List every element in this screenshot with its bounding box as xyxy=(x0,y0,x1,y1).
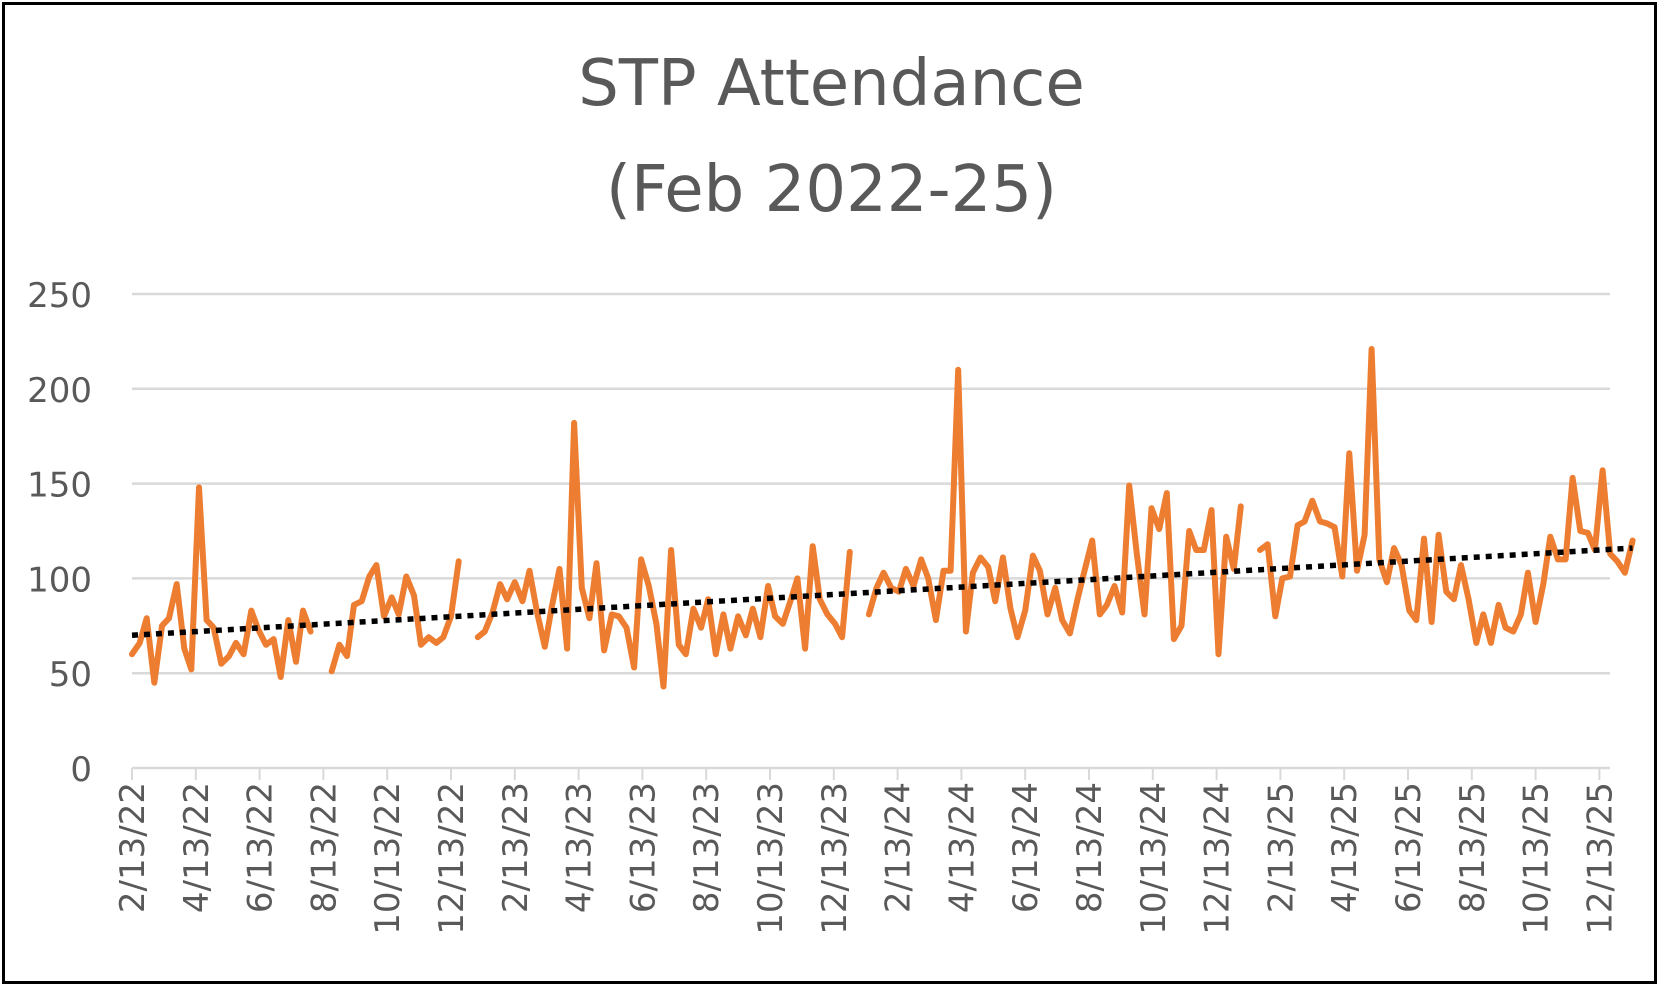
x-tick-label: 10/13/22 xyxy=(368,782,408,935)
series-group xyxy=(129,346,1636,690)
x-tick-label: 12/13/25 xyxy=(1580,782,1620,935)
x-tick-label: 10/13/23 xyxy=(751,782,791,935)
x-axis: 2/13/22 4/13/22 6/13/22 8/13/22 10/13/22 12/1… xyxy=(113,766,1620,935)
chart-title: STP Attendance xyxy=(578,47,1085,121)
x-tick-label: 8/13/25 xyxy=(1453,782,1493,913)
x-tick-label: 12/13/23 xyxy=(815,782,855,935)
attendance-line-segment-4 xyxy=(865,366,1244,658)
y-tick-label: 50 xyxy=(49,655,92,695)
x-tick-label: 2/13/22 xyxy=(113,782,153,913)
linear-trendline xyxy=(131,545,1633,639)
x-tick-label: 6/13/25 xyxy=(1389,782,1429,913)
y-tick-label: 0 xyxy=(70,750,92,790)
attendance-line-segment-5 xyxy=(1257,346,1636,646)
x-tick-label: 2/13/25 xyxy=(1261,782,1301,913)
x-tick-label: 8/13/22 xyxy=(304,782,344,913)
x-tick-label: 6/13/23 xyxy=(623,782,663,913)
attendance-line-segment-3 xyxy=(474,419,853,690)
y-axis-tick-labels: 0 50 100 150 200 250 xyxy=(27,276,92,790)
x-tick-label: 8/13/23 xyxy=(687,782,727,913)
x-tick-label: 10/13/25 xyxy=(1517,782,1557,935)
trendline-group xyxy=(131,545,1633,639)
x-tick-label: 2/13/23 xyxy=(496,782,536,913)
x-tick-label: 4/13/24 xyxy=(942,782,982,913)
y-tick-label: 100 xyxy=(27,560,92,600)
x-tick-label: 4/13/23 xyxy=(560,782,600,913)
x-tick-label: 8/13/24 xyxy=(1070,782,1110,913)
y-tick-label: 150 xyxy=(27,466,92,506)
y-tick-label: 200 xyxy=(27,371,92,411)
x-tick-label: 12/13/24 xyxy=(1198,782,1238,935)
x-tick-label: 4/13/22 xyxy=(177,782,217,913)
x-tick-label: 12/13/22 xyxy=(432,782,472,935)
x-tick-label: 4/13/25 xyxy=(1325,782,1365,913)
attendance-line-segment-1 xyxy=(129,484,314,686)
attendance-line-segment-2 xyxy=(328,558,462,675)
x-tick-label: 6/13/24 xyxy=(1006,782,1046,913)
x-tick-label: 10/13/24 xyxy=(1134,782,1174,935)
x-tick-label: 2/13/24 xyxy=(879,782,919,913)
x-tick-label: 6/13/22 xyxy=(241,782,281,913)
y-tick-label: 250 xyxy=(27,276,92,316)
chart-subtitle: (Feb 2022-25) xyxy=(606,153,1057,227)
